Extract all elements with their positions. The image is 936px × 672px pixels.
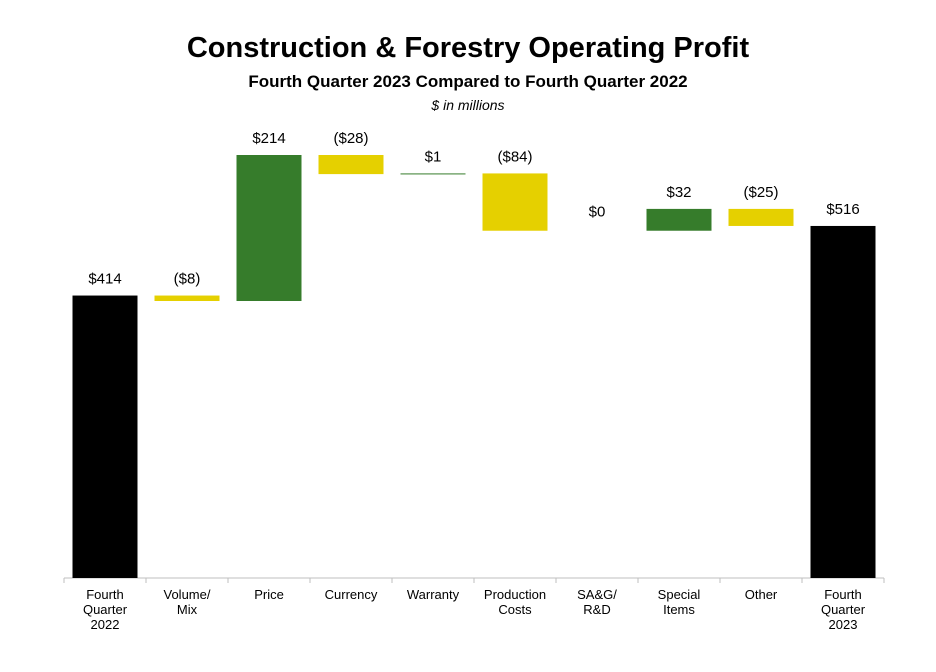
units-note: $ in millions bbox=[431, 97, 505, 113]
category-label-line: Other bbox=[745, 587, 778, 602]
waterfall-bar-6 bbox=[565, 231, 630, 232]
category-label-2: Price bbox=[254, 587, 284, 602]
category-label-line: SA&G/ bbox=[577, 587, 617, 602]
category-label-line: Items bbox=[663, 602, 695, 617]
category-label-line: Volume/ bbox=[164, 587, 211, 602]
data-label-7: $32 bbox=[666, 184, 691, 201]
category-label-line: Quarter bbox=[83, 602, 128, 617]
waterfall-bar-1 bbox=[154, 295, 220, 302]
data-label-3: ($28) bbox=[333, 130, 368, 147]
data-label-9: $516 bbox=[826, 201, 859, 218]
waterfall-bar-3 bbox=[318, 155, 384, 175]
waterfall-bar-5 bbox=[482, 173, 548, 231]
category-label-line: Costs bbox=[498, 602, 532, 617]
category-label-7: Special Items bbox=[658, 587, 701, 617]
data-label-0: $414 bbox=[88, 271, 121, 288]
waterfall-bar-2 bbox=[236, 155, 302, 302]
waterfall-bar-4 bbox=[400, 173, 466, 175]
category-label-8: Other bbox=[745, 587, 778, 602]
category-label-3: Currency bbox=[325, 587, 378, 602]
data-label-4: $1 bbox=[425, 148, 442, 165]
category-label-line: Warranty bbox=[407, 587, 460, 602]
data-label-2: $214 bbox=[252, 130, 285, 147]
category-label-line: Fourth bbox=[86, 587, 124, 602]
data-label-1: ($8) bbox=[174, 271, 201, 288]
category-label-line: Mix bbox=[177, 602, 198, 617]
category-label-1: Volume/Mix bbox=[164, 587, 211, 617]
data-label-6: $0 bbox=[589, 204, 606, 221]
waterfall-bar-0 bbox=[72, 295, 138, 578]
waterfall-bar-8 bbox=[728, 208, 794, 226]
category-label-line: Quarter bbox=[821, 602, 866, 617]
category-label-4: Warranty bbox=[407, 587, 460, 602]
category-label-line: Special bbox=[658, 587, 701, 602]
category-label-line: Fourth bbox=[824, 587, 862, 602]
category-label-line: Price bbox=[254, 587, 284, 602]
category-label-line: Production bbox=[484, 587, 546, 602]
data-label-5: ($84) bbox=[497, 148, 532, 165]
category-label-6: SA&G/R&D bbox=[577, 587, 617, 617]
category-label-5: Production Costs bbox=[484, 587, 546, 617]
waterfall-bar-7 bbox=[646, 208, 712, 231]
category-label-line: 2023 bbox=[829, 617, 858, 632]
category-label-line: Currency bbox=[325, 587, 378, 602]
data-label-8: ($25) bbox=[743, 184, 778, 201]
chart-subtitle: Fourth Quarter 2023 Compared to Fourth Q… bbox=[248, 72, 688, 91]
category-label-line: 2022 bbox=[91, 617, 120, 632]
chart-title: Construction & Forestry Operating Profit bbox=[186, 32, 750, 64]
category-label-0: Fourth Quarter 2022 bbox=[83, 587, 128, 632]
category-label-line: R&D bbox=[583, 602, 610, 617]
category-label-9: Fourth Quarter 2023 bbox=[821, 587, 866, 632]
waterfall-bar-9 bbox=[810, 225, 876, 578]
